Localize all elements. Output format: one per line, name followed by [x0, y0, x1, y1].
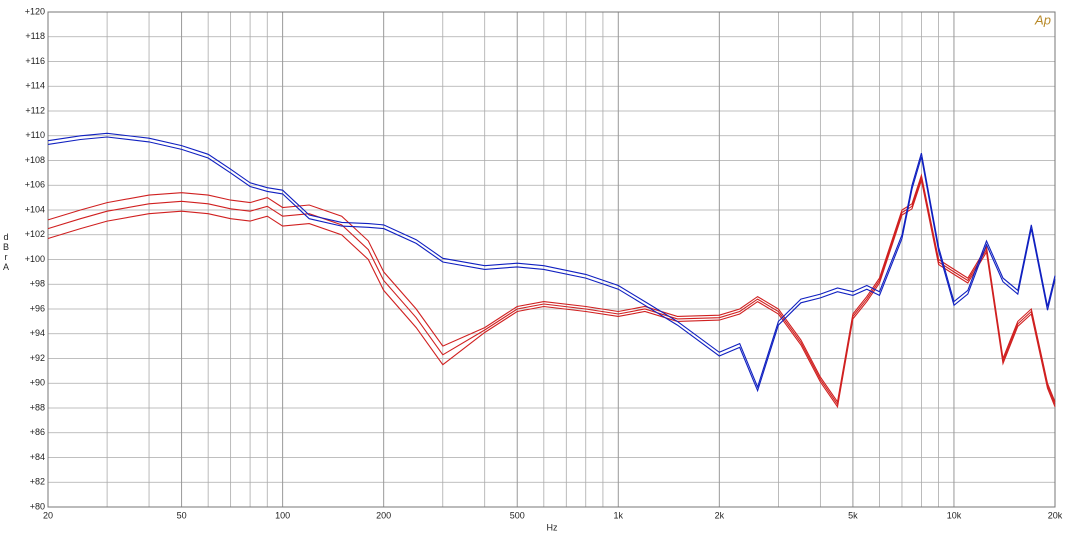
y-tick-label: +96: [30, 303, 45, 313]
curve: [47, 132, 1056, 389]
y-tick-label: +106: [25, 180, 45, 190]
y-tick-label: +120: [25, 6, 45, 16]
curve: [47, 175, 1056, 406]
x-tick-label: 100: [275, 510, 290, 520]
x-tick-label: 10k: [947, 510, 962, 520]
curve: [47, 178, 1056, 409]
y-tick-label: +112: [25, 105, 45, 115]
x-tick-label: 500: [510, 510, 525, 520]
x-tick-label: 5k: [848, 510, 858, 520]
x-tick-label: 20k: [1048, 510, 1063, 520]
y-tick-label: +80: [30, 501, 45, 511]
y-tick-label: +84: [30, 452, 45, 462]
y-axis-label: dBrA: [1, 232, 11, 272]
y-tick-label: +86: [30, 427, 45, 437]
y-tick-label: +116: [25, 56, 45, 66]
y-tick-label: +102: [25, 229, 45, 239]
x-tick-label: 2k: [715, 510, 725, 520]
y-tick-label: +88: [30, 402, 45, 412]
plot-frame: [47, 11, 1056, 508]
y-tick-label: +82: [30, 477, 45, 487]
x-tick-label: 50: [177, 510, 187, 520]
y-tick-label: +92: [30, 353, 45, 363]
y-tick-label: +110: [25, 130, 45, 140]
y-tick-label: +98: [30, 279, 45, 289]
curve: [47, 173, 1056, 404]
x-axis-label: Hz: [547, 522, 558, 532]
y-tick-label: +108: [25, 155, 45, 165]
x-tick-label: 200: [376, 510, 391, 520]
y-tick-label: +114: [25, 81, 45, 91]
y-tick-label: +90: [30, 378, 45, 388]
y-tick-label: +94: [30, 328, 45, 338]
y-tick-label: +104: [25, 204, 45, 214]
x-tick-label: 20: [43, 510, 53, 520]
y-tick-label: +100: [25, 254, 45, 264]
x-tick-label: 1k: [614, 510, 624, 520]
y-tick-label: +118: [25, 31, 45, 41]
curve: [47, 136, 1056, 393]
logo: Ap: [1034, 12, 1051, 27]
